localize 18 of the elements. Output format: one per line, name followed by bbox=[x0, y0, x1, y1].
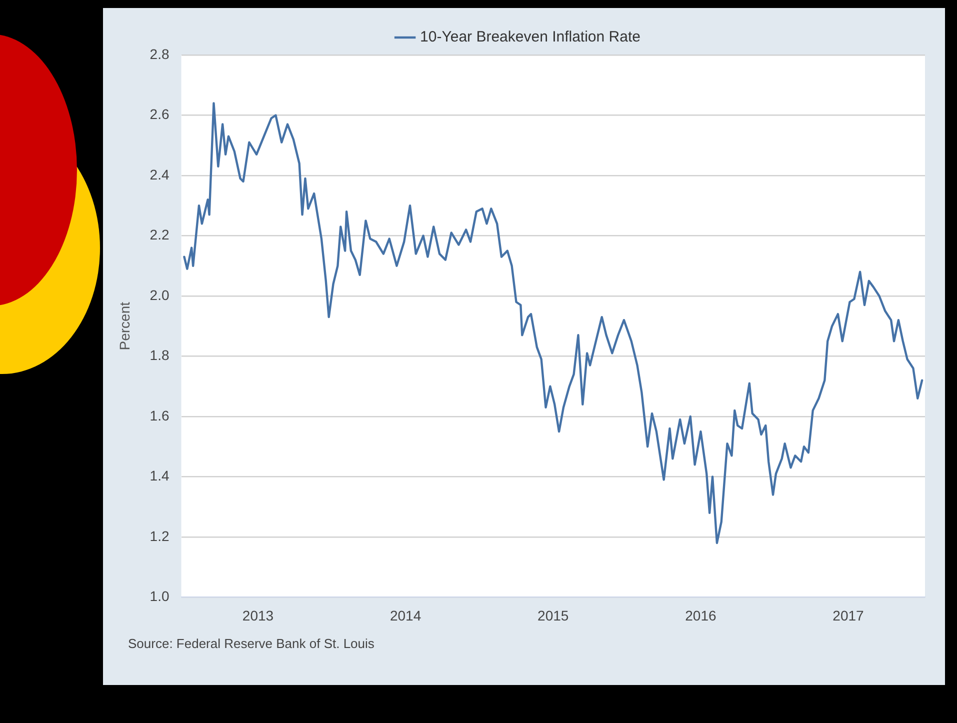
y-tick-label: 2.0 bbox=[150, 286, 170, 303]
y-axis-title: Percent bbox=[116, 302, 132, 350]
source-note: Source: Federal Reserve Bank of St. Louis bbox=[128, 636, 374, 651]
legend-label: 10-Year Breakeven Inflation Rate bbox=[420, 28, 640, 46]
y-tick-label: 2.2 bbox=[150, 226, 170, 243]
y-tick-label: 1.0 bbox=[150, 588, 170, 604]
x-tick-label: 2015 bbox=[538, 607, 569, 624]
x-tick-label: 2016 bbox=[685, 607, 716, 624]
y-tick-label: 1.2 bbox=[150, 528, 170, 544]
y-tick-label: 1.8 bbox=[150, 347, 170, 364]
y-tick-label: 1.6 bbox=[150, 407, 170, 424]
y-tick-label: 2.4 bbox=[150, 166, 170, 182]
y-tick-label: 1.4 bbox=[150, 468, 170, 484]
x-tick-label: 2017 bbox=[832, 607, 864, 624]
y-tick-label: 2.8 bbox=[150, 46, 170, 62]
x-tick-label: 2014 bbox=[390, 607, 422, 624]
y-tick-label: 2.6 bbox=[150, 106, 170, 122]
x-tick-label: 2013 bbox=[242, 607, 274, 624]
